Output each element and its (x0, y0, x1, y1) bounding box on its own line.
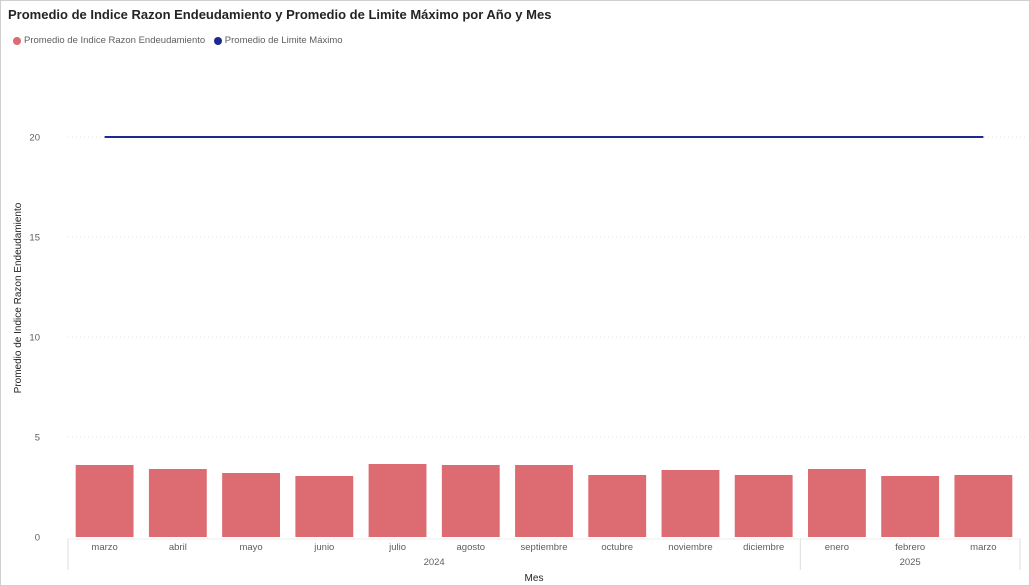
x-tick-label: junio (313, 542, 334, 553)
x-tick-label: febrero (895, 542, 925, 553)
bar (368, 464, 427, 537)
x-tick-label: mayo (239, 542, 262, 553)
legend-item-limite[interactable]: Promedio de Limite Máximo (213, 35, 343, 46)
bar (515, 465, 573, 537)
x-tick-label: marzo (91, 542, 117, 553)
y-tick-label: 0 (35, 533, 40, 544)
bar (881, 476, 940, 537)
x-year-label: 2024 (424, 557, 445, 568)
x-tick-label: abril (169, 542, 187, 553)
x-tick-label: enero (825, 542, 849, 553)
legend-item-indice[interactable]: Promedio de Indice Razon Endeudamiento (13, 35, 205, 46)
bar (222, 473, 281, 537)
x-axis-title: Mes (525, 573, 544, 584)
bar (588, 475, 647, 537)
chart-title: Promedio de Indice Razon Endeudamiento y… (8, 7, 552, 22)
x-tick-label: septiembre (521, 542, 568, 553)
bar (295, 476, 354, 537)
x-tick-label: agosto (457, 542, 486, 553)
bar (807, 469, 866, 537)
bar (75, 465, 134, 537)
x-tick-label: diciembre (743, 542, 784, 553)
y-tick-label: 15 (29, 233, 40, 244)
x-tick-label: julio (388, 542, 406, 553)
y-tick-label: 20 (29, 133, 40, 144)
y-tick-label: 10 (29, 333, 40, 344)
x-year-label: 2025 (900, 557, 921, 568)
legend-label-limite: Promedio de Limite Máximo (224, 35, 343, 46)
x-tick-label: noviembre (668, 542, 712, 553)
legend-swatch-limite (213, 36, 222, 45)
bar (661, 470, 720, 537)
bar (954, 475, 1013, 537)
y-axis-title: Promedio de Indice Razon Endeudamiento (13, 202, 24, 393)
x-tick-label: marzo (970, 542, 996, 553)
legend-swatch-indice (13, 36, 21, 45)
y-tick-label: 5 (35, 433, 40, 444)
bar (441, 465, 500, 537)
bar (148, 469, 207, 537)
chart-legend: Promedio de Indice Razon Endeudamiento P… (13, 35, 349, 48)
x-tick-label: octubre (601, 542, 633, 553)
bar (734, 475, 793, 537)
legend-label-indice: Promedio de Indice Razon Endeudamiento (24, 35, 206, 46)
